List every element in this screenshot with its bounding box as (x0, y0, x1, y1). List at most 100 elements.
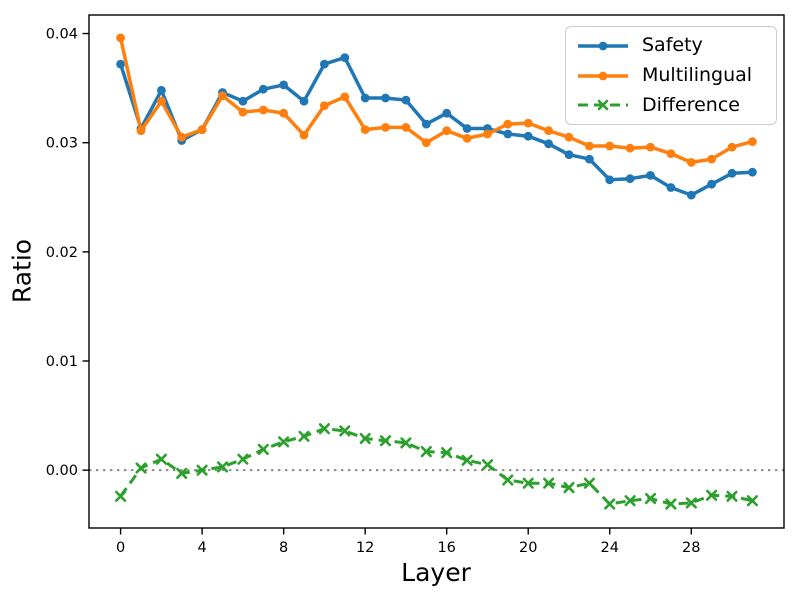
data-point-multilingual (686, 158, 696, 167)
data-point-safety (666, 183, 676, 192)
data-point-safety (157, 85, 166, 95)
data-point-difference (176, 467, 188, 479)
data-point-difference (604, 498, 616, 510)
legend: Safety Multilingual Difference (565, 26, 777, 125)
data-point-safety (299, 96, 309, 106)
data-point-safety (748, 167, 757, 177)
data-point-multilingual (299, 130, 309, 140)
legend-sample-difference-line-icon (578, 99, 628, 111)
data-point-multilingual (442, 126, 452, 136)
x-tick-label: 16 (437, 540, 455, 556)
data-point-multilingual (340, 92, 350, 102)
data-point-difference (481, 459, 494, 471)
data-point-safety (707, 179, 716, 189)
legend-label-safety: Safety (642, 34, 703, 57)
data-point-multilingual (401, 123, 411, 132)
data-point-difference (746, 495, 758, 507)
x-axis-label: Layer (401, 558, 471, 587)
data-point-multilingual (564, 132, 574, 142)
data-point-multilingual (483, 129, 492, 139)
data-point-safety (646, 171, 655, 180)
data-point-difference (563, 482, 575, 494)
data-point-difference (502, 474, 514, 486)
data-point-multilingual (381, 123, 390, 132)
data-point-multilingual (157, 96, 166, 106)
data-point-multilingual (136, 126, 146, 136)
legend-item-safety: Safety (576, 31, 768, 61)
data-point-multilingual (544, 126, 553, 136)
data-point-multilingual (646, 142, 655, 152)
data-point-multilingual (421, 138, 431, 148)
data-point-difference (278, 436, 290, 448)
data-point-safety (258, 84, 268, 94)
data-point-safety (585, 154, 594, 164)
data-point-multilingual (320, 101, 329, 110)
data-point-multilingual (279, 108, 288, 118)
data-point-multilingual (748, 137, 757, 147)
data-point-difference (624, 495, 636, 507)
data-point-difference (318, 423, 330, 435)
data-point-safety (462, 124, 472, 133)
data-point-multilingual (360, 125, 370, 134)
y-tick-label: 0.01 (46, 354, 78, 370)
legend-sample-multilingual-line-icon (578, 71, 628, 80)
data-point-safety (564, 150, 574, 160)
y-axis-label: Ratio (7, 238, 37, 304)
data-point-difference (339, 425, 351, 437)
data-point-safety (544, 139, 553, 149)
y-tick-label: 0.03 (46, 136, 78, 152)
data-point-difference (115, 490, 127, 502)
data-point-difference (461, 454, 473, 466)
legend-label-difference: Difference (642, 93, 740, 116)
data-point-safety (116, 59, 125, 69)
data-point-safety (401, 95, 411, 105)
data-point-difference (400, 437, 412, 449)
x-tick-label: 8 (279, 540, 288, 556)
x-tick-label: 24 (601, 540, 619, 556)
data-point-multilingual (197, 125, 207, 134)
data-point-multilingual (238, 107, 248, 117)
data-point-safety (238, 96, 248, 106)
legend-item-multilingual: Multilingual (576, 61, 768, 91)
data-point-safety (686, 190, 696, 200)
data-point-safety (442, 108, 452, 118)
data-point-multilingual (116, 33, 125, 43)
data-point-difference (135, 462, 147, 474)
data-point-multilingual (585, 141, 594, 151)
legend-sample-safety-line-icon (578, 41, 628, 51)
data-point-difference (155, 453, 167, 465)
y-tick-label: 0.04 (46, 27, 78, 43)
x-tick-label: 12 (356, 540, 374, 556)
data-point-difference (298, 430, 310, 442)
data-point-safety (279, 80, 288, 90)
data-point-multilingual (707, 154, 716, 164)
series-line-difference (119, 427, 753, 506)
data-point-difference (543, 477, 555, 489)
data-point-difference (644, 492, 657, 505)
data-point-difference (583, 477, 595, 489)
data-point-multilingual (666, 149, 676, 159)
data-point-safety (625, 174, 635, 184)
data-point-safety (523, 131, 533, 141)
data-point-safety (605, 175, 615, 185)
legend-label-multilingual: Multilingual (642, 64, 753, 86)
data-point-difference (420, 446, 432, 458)
data-point-multilingual (218, 91, 227, 101)
x-tick-label: 0 (116, 540, 125, 556)
x-tick-label: 28 (682, 540, 700, 556)
data-point-multilingual (462, 133, 472, 143)
data-point-safety (503, 129, 513, 139)
data-point-difference (685, 497, 697, 509)
data-point-safety (320, 59, 329, 69)
data-point-multilingual (727, 142, 737, 152)
data-point-multilingual (605, 141, 615, 151)
data-point-safety (360, 93, 370, 103)
data-point-difference (379, 435, 392, 447)
data-point-safety (381, 93, 390, 103)
data-point-multilingual (258, 105, 268, 115)
data-point-difference (726, 490, 738, 502)
data-point-difference (196, 464, 208, 476)
axes-frame (88, 14, 785, 529)
